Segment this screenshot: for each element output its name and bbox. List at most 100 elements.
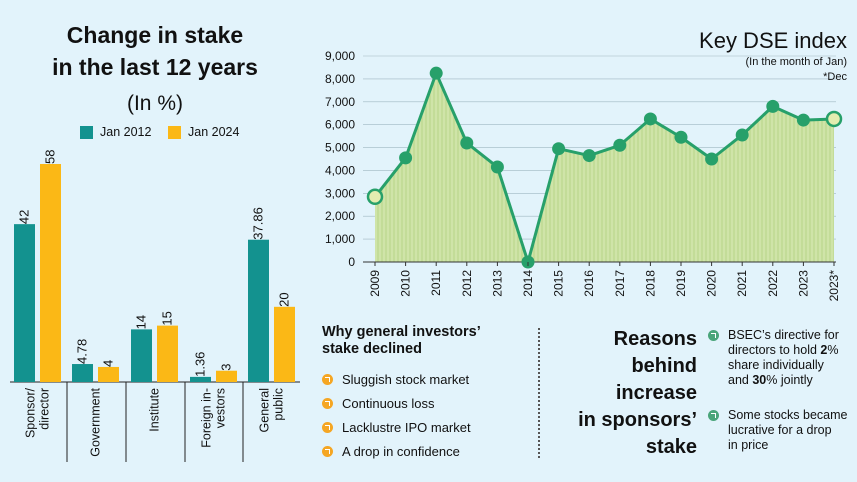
reason-text-line: lucrative for a drop (728, 423, 832, 437)
data-point (399, 151, 413, 165)
why-item: Continuous loss (322, 396, 435, 411)
arrow-bullet-icon (708, 330, 719, 341)
data-point (643, 112, 657, 126)
bar-2024 (274, 306, 295, 382)
y-tick-label: 1,000 (325, 232, 355, 246)
line-chart-title: Key DSE index (699, 28, 847, 53)
reasons-title-line5: stake (645, 436, 697, 458)
y-tick-label: 2,000 (325, 209, 355, 223)
reason-highlight-number: 2 (820, 343, 828, 357)
data-point (366, 188, 384, 206)
bar-2012 (131, 329, 152, 382)
bar-2012 (14, 224, 35, 382)
legend-2012: Jan 2012 (80, 125, 151, 139)
reasons-title-line1: Reasons (613, 328, 697, 350)
line-chart-subtitle: (In the month of Jan) (745, 56, 848, 68)
x-tick-label: 2011 (429, 270, 443, 296)
data-point (582, 149, 596, 163)
data-point (429, 66, 443, 80)
reason-text-line: BSEC’s directive for (728, 328, 839, 342)
arrow-bullet-icon (322, 422, 333, 433)
legend-2012-swatch (80, 125, 93, 139)
bar-2012 (190, 376, 211, 382)
y-tick-label: 0 (348, 255, 355, 269)
category-label: Sponsor/ (24, 387, 38, 438)
data-point (552, 142, 566, 156)
y-tick-label: 8,000 (325, 72, 355, 86)
reasons-title: Reasons behind increase in sponsors’ sta… (578, 326, 697, 461)
x-tick-label: 2019 (674, 270, 688, 297)
why-title-line2: stake declined (322, 341, 422, 357)
why-item-text: A drop in confidence (342, 444, 460, 459)
data-point (674, 130, 688, 144)
x-tick-label: 2010 (399, 270, 413, 297)
bar-value-label: 37.86 (251, 207, 266, 240)
y-tick-label: 3,000 (325, 186, 355, 200)
bar-chart-title-line1: Change in stake (66, 22, 244, 48)
reason-text-line: Some stocks became (728, 408, 848, 422)
bar-value-label: 14 (134, 315, 149, 329)
reason-text-line: and 30% jointly (728, 373, 839, 388)
why-item: Lacklustre IPO market (322, 420, 471, 435)
bar-2024 (157, 325, 178, 382)
x-tick-label: 2014 (521, 270, 535, 297)
legend-2024-label: Jan 2024 (188, 125, 240, 139)
why-title-line1: Why general investors’ (322, 324, 481, 340)
why-item: A drop in confidence (322, 444, 460, 459)
reason-item-text: BSEC’s directive for directors to hold 2… (728, 328, 839, 388)
category-label: Foreign in- (200, 388, 214, 448)
x-tick-label: 2017 (613, 270, 627, 297)
reasons-title-line2: behind (631, 355, 697, 377)
category-label: public (272, 388, 286, 421)
category-label: Government (89, 387, 103, 456)
data-point (766, 99, 780, 113)
reason-text-part: % jointly (766, 373, 813, 387)
y-tick-label: 6,000 (325, 118, 355, 132)
bar-value-label: 15 (160, 311, 175, 325)
arrow-bullet-icon (322, 374, 333, 385)
data-point (490, 160, 504, 174)
x-tick-label: 2021 (735, 270, 749, 297)
bar-2012 (72, 364, 93, 382)
x-tick-label: 2018 (643, 270, 657, 297)
reason-text-part: directors to hold (728, 343, 821, 357)
bar-2024 (98, 366, 119, 382)
data-point (705, 152, 719, 166)
x-tick-label: 2022 (766, 270, 780, 297)
reason-text-line: directors to hold 2% (728, 343, 839, 358)
data-point (796, 113, 810, 127)
line-chart: 0 1,000 2,000 3,000 4,000 5,000 6,000 7,000 8,00… (325, 49, 843, 302)
reason-text-line: in price (728, 438, 769, 452)
legend-2024-swatch (168, 125, 181, 139)
why-title: Why general investors’ stake declined (322, 324, 542, 358)
y-tick-label: 9,000 (325, 49, 355, 63)
reasons-title-line4: in sponsors’ (578, 409, 697, 431)
reasons-title-line3: increase (615, 382, 697, 404)
x-tick-label: 2023* (827, 270, 841, 302)
bar-2024 (216, 370, 237, 382)
x-tick-label: 2012 (460, 270, 474, 297)
category-label: vestors (214, 388, 228, 428)
why-item-text: Sluggish stock market (342, 372, 470, 387)
reason-text-line: share individually (728, 358, 824, 372)
x-tick-label: 2020 (705, 270, 719, 297)
why-item-text: Continuous loss (342, 396, 435, 411)
x-tick-label: 2013 (490, 270, 504, 297)
data-point (460, 136, 474, 150)
reason-item: BSEC’s directive for directors to hold 2… (708, 328, 853, 388)
why-item: Sluggish stock market (322, 372, 469, 387)
reason-item: Some stocks became lucrative for a drop … (708, 408, 853, 453)
arrow-bullet-icon (322, 398, 333, 409)
bar-value-label: 20 (277, 292, 292, 306)
bar-value-label: 4.78 (75, 339, 90, 364)
bar-chart-unit: (In %) (126, 92, 183, 115)
data-point (825, 110, 843, 128)
bar-2024 (40, 164, 61, 382)
bar-chart: 42 58 Sponsor/director 4.78 4 Government 14 15 I… (10, 150, 300, 462)
legend-2012-label: Jan 2012 (100, 125, 152, 139)
bar-2012 (248, 239, 269, 382)
bar-value-label: 58 (43, 150, 58, 164)
category-label: Institute (148, 388, 162, 432)
bar-value-label: 4 (101, 360, 116, 367)
legend-2024: Jan 2024 (168, 125, 239, 139)
